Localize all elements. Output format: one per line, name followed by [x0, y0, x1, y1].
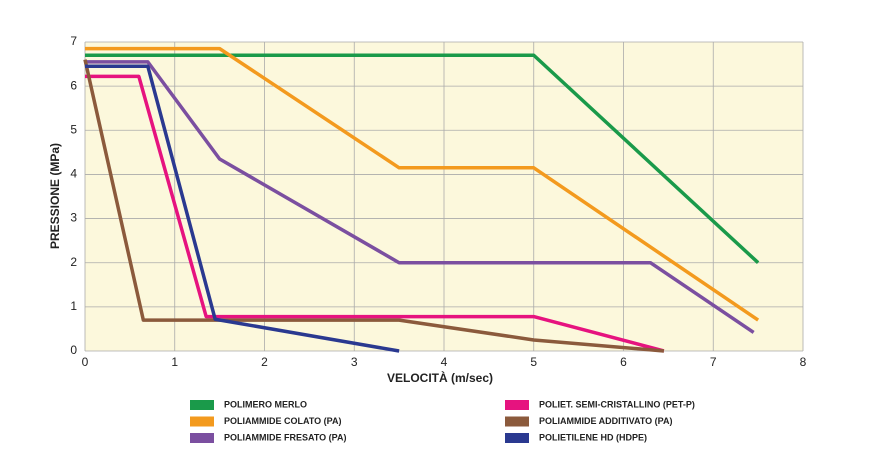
x-tick-label: 0 — [82, 355, 89, 369]
legend-swatch — [190, 433, 214, 443]
x-tick-label: 8 — [800, 355, 807, 369]
legend-swatch — [505, 433, 529, 443]
legend-label: POLIET. SEMI-CRISTALLINO (PET-P) — [539, 399, 695, 409]
y-tick-label: 4 — [70, 167, 77, 181]
y-tick-label: 7 — [70, 34, 77, 48]
x-tick-label: 2 — [261, 355, 268, 369]
y-tick-label: 3 — [70, 211, 77, 225]
x-tick-label: 7 — [710, 355, 717, 369]
series-line — [85, 46, 760, 322]
legend-label: POLIAMMIDE FRESATO (PA) — [224, 432, 347, 442]
legend-label: POLIAMMIDE ADDITIVATO (PA) — [539, 416, 673, 426]
legend-swatch — [505, 400, 529, 410]
series-line — [85, 64, 400, 353]
y-axis-title: PRESSIONE (MPa) — [48, 143, 62, 249]
x-tick-label: 1 — [171, 355, 178, 369]
y-tick-label: 1 — [70, 299, 77, 313]
x-tick-label: 3 — [351, 355, 358, 369]
x-tick-label: 4 — [441, 355, 448, 369]
series-line — [83, 59, 665, 353]
y-tick-label: 0 — [70, 343, 77, 357]
x-axis-title: VELOCITÀ (m/sec) — [387, 370, 493, 385]
legend-label: POLIETILENE HD (HDPE) — [539, 432, 647, 442]
series-line — [85, 60, 755, 334]
y-tick-label: 6 — [70, 78, 77, 92]
y-tick-label: 2 — [70, 255, 77, 269]
series-line — [85, 53, 760, 264]
legend-swatch — [190, 416, 214, 427]
y-tick-label: 5 — [70, 122, 77, 136]
legend-swatch — [505, 416, 529, 427]
legend-swatch — [190, 400, 214, 410]
legend-label: POLIMERO MERLO — [224, 399, 307, 409]
x-tick-label: 6 — [620, 355, 627, 369]
x-tick-label: 5 — [530, 355, 537, 369]
series-line — [85, 74, 665, 353]
legend-label: POLIAMMIDE COLATO (PA) — [224, 416, 342, 426]
